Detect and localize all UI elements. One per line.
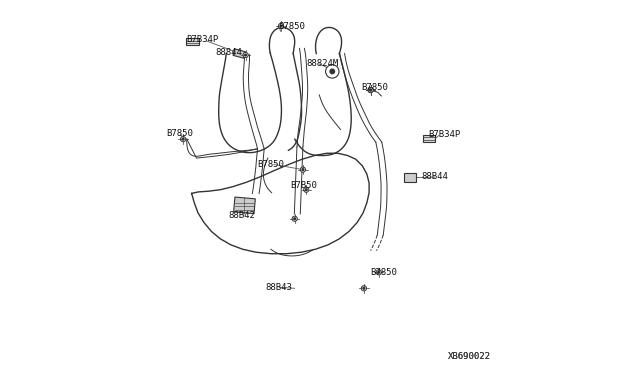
Text: XB690022: XB690022: [449, 352, 492, 361]
Circle shape: [368, 87, 373, 93]
FancyBboxPatch shape: [186, 38, 199, 45]
Text: 88B44: 88B44: [421, 172, 448, 181]
Circle shape: [294, 218, 296, 219]
Text: B7850: B7850: [257, 160, 284, 169]
Text: B7850: B7850: [167, 129, 194, 138]
Circle shape: [278, 23, 284, 29]
Text: B7B34P: B7B34P: [186, 35, 218, 44]
Circle shape: [303, 187, 309, 192]
Text: B7B50: B7B50: [291, 182, 317, 190]
Circle shape: [243, 52, 248, 58]
Circle shape: [330, 69, 335, 74]
FancyBboxPatch shape: [233, 49, 246, 58]
FancyBboxPatch shape: [404, 173, 415, 182]
Circle shape: [280, 25, 282, 27]
Circle shape: [302, 169, 304, 170]
Circle shape: [180, 137, 186, 142]
Circle shape: [305, 189, 307, 190]
Text: B7850: B7850: [371, 268, 397, 277]
Text: 87850: 87850: [278, 22, 305, 31]
Text: 88B42: 88B42: [228, 211, 255, 220]
Circle shape: [326, 65, 339, 78]
Text: B7B34P: B7B34P: [428, 130, 460, 139]
Text: XB690022: XB690022: [449, 352, 492, 361]
FancyBboxPatch shape: [234, 197, 255, 214]
Circle shape: [370, 89, 371, 91]
Circle shape: [376, 270, 381, 275]
Circle shape: [244, 54, 246, 56]
Text: 88B43: 88B43: [265, 283, 292, 292]
Text: B7850: B7850: [361, 83, 388, 92]
Circle shape: [300, 167, 305, 172]
Text: 88844: 88844: [215, 48, 242, 57]
Circle shape: [370, 89, 371, 91]
Circle shape: [182, 138, 184, 140]
Circle shape: [363, 288, 365, 289]
Circle shape: [362, 286, 367, 291]
FancyBboxPatch shape: [422, 135, 435, 142]
Circle shape: [292, 216, 298, 221]
Circle shape: [368, 87, 373, 93]
Text: 88824M: 88824M: [306, 60, 339, 68]
Circle shape: [378, 272, 380, 273]
